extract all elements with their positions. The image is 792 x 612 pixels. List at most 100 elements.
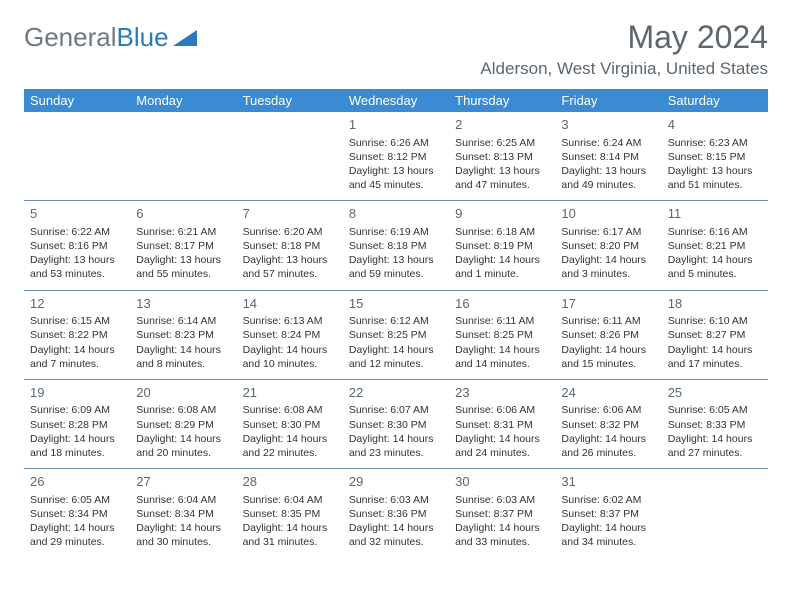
calendar-cell: 20Sunrise: 6:08 AMSunset: 8:29 PMDayligh… bbox=[130, 379, 236, 468]
daylight-text: Daylight: 13 hours and 51 minutes. bbox=[668, 164, 762, 192]
day-header-fri: Friday bbox=[555, 89, 661, 112]
sunset-text: Sunset: 8:29 PM bbox=[136, 418, 230, 432]
day-number: 13 bbox=[136, 295, 230, 313]
sunrise-text: Sunrise: 6:02 AM bbox=[561, 493, 655, 507]
calendar-cell: 6Sunrise: 6:21 AMSunset: 8:17 PMDaylight… bbox=[130, 201, 236, 290]
sunrise-text: Sunrise: 6:04 AM bbox=[136, 493, 230, 507]
daylight-text: Daylight: 14 hours and 23 minutes. bbox=[349, 432, 443, 460]
daylight-text: Daylight: 13 hours and 47 minutes. bbox=[455, 164, 549, 192]
calendar-cell: 23Sunrise: 6:06 AMSunset: 8:31 PMDayligh… bbox=[449, 379, 555, 468]
day-number: 10 bbox=[561, 205, 655, 223]
sunrise-text: Sunrise: 6:20 AM bbox=[243, 225, 337, 239]
calendar-cell: 9Sunrise: 6:18 AMSunset: 8:19 PMDaylight… bbox=[449, 201, 555, 290]
sunset-text: Sunset: 8:30 PM bbox=[243, 418, 337, 432]
logo-text-gray: General bbox=[24, 22, 117, 53]
day-number: 11 bbox=[668, 205, 762, 223]
sunrise-text: Sunrise: 6:11 AM bbox=[455, 314, 549, 328]
calendar-cell: 29Sunrise: 6:03 AMSunset: 8:36 PMDayligh… bbox=[343, 469, 449, 558]
day-number: 21 bbox=[243, 384, 337, 402]
sunset-text: Sunset: 8:26 PM bbox=[561, 328, 655, 342]
logo-text-blue: Blue bbox=[117, 22, 169, 53]
daylight-text: Daylight: 14 hours and 33 minutes. bbox=[455, 521, 549, 549]
sunset-text: Sunset: 8:19 PM bbox=[455, 239, 549, 253]
sunrise-text: Sunrise: 6:14 AM bbox=[136, 314, 230, 328]
calendar-week-row: 26Sunrise: 6:05 AMSunset: 8:34 PMDayligh… bbox=[24, 469, 768, 558]
day-number: 26 bbox=[30, 473, 124, 491]
daylight-text: Daylight: 14 hours and 8 minutes. bbox=[136, 343, 230, 371]
calendar-table: Sunday Monday Tuesday Wednesday Thursday… bbox=[24, 89, 768, 557]
sunset-text: Sunset: 8:31 PM bbox=[455, 418, 549, 432]
sunrise-text: Sunrise: 6:09 AM bbox=[30, 403, 124, 417]
daylight-text: Daylight: 14 hours and 27 minutes. bbox=[668, 432, 762, 460]
sunset-text: Sunset: 8:28 PM bbox=[30, 418, 124, 432]
calendar-body: 1Sunrise: 6:26 AMSunset: 8:12 PMDaylight… bbox=[24, 112, 768, 557]
calendar-week-row: 1Sunrise: 6:26 AMSunset: 8:12 PMDaylight… bbox=[24, 112, 768, 201]
sunrise-text: Sunrise: 6:25 AM bbox=[455, 136, 549, 150]
sunrise-text: Sunrise: 6:17 AM bbox=[561, 225, 655, 239]
day-header-tue: Tuesday bbox=[237, 89, 343, 112]
daylight-text: Daylight: 13 hours and 49 minutes. bbox=[561, 164, 655, 192]
calendar-cell: 3Sunrise: 6:24 AMSunset: 8:14 PMDaylight… bbox=[555, 112, 661, 201]
day-number: 3 bbox=[561, 116, 655, 134]
daylight-text: Daylight: 14 hours and 14 minutes. bbox=[455, 343, 549, 371]
day-number: 8 bbox=[349, 205, 443, 223]
daylight-text: Daylight: 14 hours and 5 minutes. bbox=[668, 253, 762, 281]
calendar-cell: 19Sunrise: 6:09 AMSunset: 8:28 PMDayligh… bbox=[24, 379, 130, 468]
calendar-cell: 28Sunrise: 6:04 AMSunset: 8:35 PMDayligh… bbox=[237, 469, 343, 558]
calendar-cell: 4Sunrise: 6:23 AMSunset: 8:15 PMDaylight… bbox=[662, 112, 768, 201]
day-number: 1 bbox=[349, 116, 443, 134]
calendar-cell: 1Sunrise: 6:26 AMSunset: 8:12 PMDaylight… bbox=[343, 112, 449, 201]
daylight-text: Daylight: 14 hours and 24 minutes. bbox=[455, 432, 549, 460]
sunset-text: Sunset: 8:33 PM bbox=[668, 418, 762, 432]
sunset-text: Sunset: 8:13 PM bbox=[455, 150, 549, 164]
sunset-text: Sunset: 8:30 PM bbox=[349, 418, 443, 432]
day-number: 5 bbox=[30, 205, 124, 223]
calendar-cell: 27Sunrise: 6:04 AMSunset: 8:34 PMDayligh… bbox=[130, 469, 236, 558]
calendar-cell: 13Sunrise: 6:14 AMSunset: 8:23 PMDayligh… bbox=[130, 290, 236, 379]
calendar-cell: 18Sunrise: 6:10 AMSunset: 8:27 PMDayligh… bbox=[662, 290, 768, 379]
sunrise-text: Sunrise: 6:26 AM bbox=[349, 136, 443, 150]
daylight-text: Daylight: 14 hours and 7 minutes. bbox=[30, 343, 124, 371]
daylight-text: Daylight: 13 hours and 45 minutes. bbox=[349, 164, 443, 192]
daylight-text: Daylight: 14 hours and 17 minutes. bbox=[668, 343, 762, 371]
calendar-cell bbox=[130, 112, 236, 201]
calendar-cell: 12Sunrise: 6:15 AMSunset: 8:22 PMDayligh… bbox=[24, 290, 130, 379]
day-number: 25 bbox=[668, 384, 762, 402]
day-header-thu: Thursday bbox=[449, 89, 555, 112]
day-number: 14 bbox=[243, 295, 337, 313]
sunrise-text: Sunrise: 6:05 AM bbox=[30, 493, 124, 507]
sunrise-text: Sunrise: 6:03 AM bbox=[349, 493, 443, 507]
sunset-text: Sunset: 8:20 PM bbox=[561, 239, 655, 253]
day-number: 2 bbox=[455, 116, 549, 134]
day-number: 22 bbox=[349, 384, 443, 402]
calendar-cell: 14Sunrise: 6:13 AMSunset: 8:24 PMDayligh… bbox=[237, 290, 343, 379]
daylight-text: Daylight: 13 hours and 55 minutes. bbox=[136, 253, 230, 281]
sunrise-text: Sunrise: 6:08 AM bbox=[136, 403, 230, 417]
calendar-cell: 2 Sunrise: 6:25 AMSunset: 8:13 PMDaylight… bbox=[449, 112, 555, 201]
sunset-text: Sunset: 8:25 PM bbox=[455, 328, 549, 342]
day-number: 28 bbox=[243, 473, 337, 491]
day-number: 27 bbox=[136, 473, 230, 491]
sunrise-text: Sunrise: 6:06 AM bbox=[561, 403, 655, 417]
calendar-cell bbox=[237, 112, 343, 201]
calendar-cell: 24Sunrise: 6:06 AMSunset: 8:32 PMDayligh… bbox=[555, 379, 661, 468]
title-block: May 2024 Alderson, West Virginia, United… bbox=[480, 20, 768, 79]
header: GeneralBlue May 2024 Alderson, West Virg… bbox=[24, 20, 768, 79]
sunset-text: Sunset: 8:36 PM bbox=[349, 507, 443, 521]
day-number: 18 bbox=[668, 295, 762, 313]
calendar-cell: 10 Sunrise: 6:17 AMSunset: 8:20 PMDayligh… bbox=[555, 201, 661, 290]
day-number: 4 bbox=[668, 116, 762, 134]
sunset-text: Sunset: 8:18 PM bbox=[349, 239, 443, 253]
daylight-text: Daylight: 14 hours and 30 minutes. bbox=[136, 521, 230, 549]
calendar-cell: 16Sunrise: 6:11 AMSunset: 8:25 PMDayligh… bbox=[449, 290, 555, 379]
sunset-text: Sunset: 8:37 PM bbox=[455, 507, 549, 521]
day-header-sun: Sunday bbox=[24, 89, 130, 112]
sunset-text: Sunset: 8:32 PM bbox=[561, 418, 655, 432]
sunset-text: Sunset: 8:18 PM bbox=[243, 239, 337, 253]
calendar-cell: 25Sunrise: 6:05 AMSunset: 8:33 PMDayligh… bbox=[662, 379, 768, 468]
sunset-text: Sunset: 8:17 PM bbox=[136, 239, 230, 253]
sunrise-text: Sunrise: 6:07 AM bbox=[349, 403, 443, 417]
day-number: 19 bbox=[30, 384, 124, 402]
daylight-text: Daylight: 14 hours and 1 minute. bbox=[455, 253, 549, 281]
daylight-text: Daylight: 14 hours and 3 minutes. bbox=[561, 253, 655, 281]
